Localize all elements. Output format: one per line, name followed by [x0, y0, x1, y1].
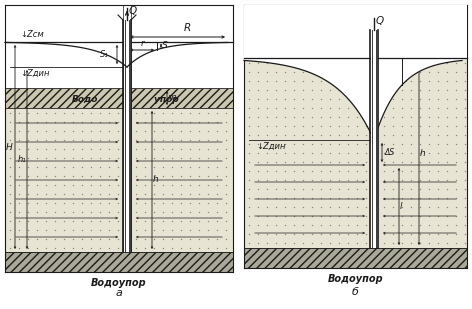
Bar [124, 20, 130, 252]
Bar [5, 5, 123, 88]
Text: ↓Zсм: ↓Zсм [256, 45, 280, 54]
Text: ↓Zдин: ↓Zдин [256, 142, 286, 151]
Text: б: б [352, 287, 359, 297]
Text: r: r [386, 55, 390, 64]
Bar [244, 5, 467, 268]
Bar [5, 252, 233, 272]
Text: m: m [168, 94, 177, 103]
Text: Водо: Водо [72, 95, 98, 104]
Text: h₁: h₁ [17, 155, 26, 164]
Bar [244, 5, 467, 58]
Text: ΔS: ΔS [384, 148, 394, 157]
Bar [131, 108, 233, 252]
Text: упор: упор [153, 95, 178, 104]
Text: h: h [153, 176, 159, 184]
Text: r: r [141, 39, 145, 48]
Text: H: H [6, 142, 13, 151]
Text: Q: Q [376, 16, 384, 26]
Bar [5, 108, 123, 252]
Text: R: R [423, 39, 430, 49]
Text: h: h [420, 149, 426, 158]
Text: Водоупор: Водоупор [91, 278, 147, 288]
Bar [244, 58, 467, 248]
Text: S₁: S₁ [100, 50, 109, 59]
Text: Водоупор: Водоупор [328, 274, 383, 284]
Text: а: а [116, 288, 122, 298]
Bar [244, 248, 467, 268]
Bar [131, 88, 233, 108]
Text: R: R [184, 23, 191, 33]
Text: l: l [400, 202, 403, 211]
Text: ↓Zсм: ↓Zсм [20, 30, 44, 39]
Text: S: S [407, 67, 413, 76]
Bar [5, 88, 123, 108]
Bar [371, 30, 378, 248]
Text: ↓Zдин: ↓Zдин [20, 69, 50, 78]
Bar [131, 5, 233, 88]
Text: Q: Q [129, 6, 137, 16]
Text: S: S [162, 41, 168, 50]
